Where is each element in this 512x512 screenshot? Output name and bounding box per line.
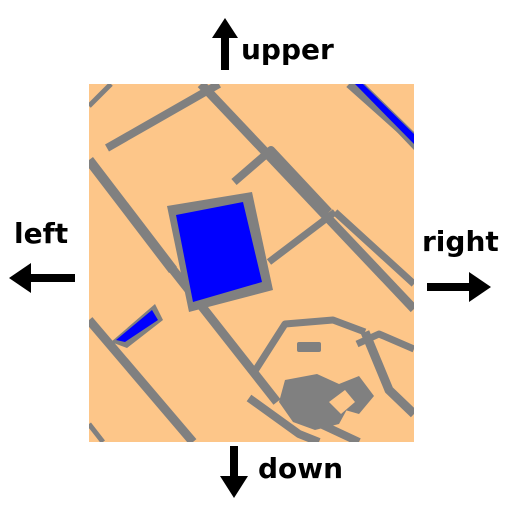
down-label: down — [258, 452, 344, 485]
right-label: right — [422, 225, 499, 258]
land-area — [329, 390, 355, 414]
road-segment — [332, 209, 414, 287]
urban-patch — [297, 342, 321, 352]
road-segment — [105, 84, 221, 152]
river-border — [351, 84, 414, 150]
road-segment — [231, 146, 332, 215]
arrow-right-icon — [427, 272, 491, 302]
road-segment — [360, 330, 414, 418]
river — [355, 84, 414, 144]
road-segment — [89, 422, 105, 442]
road-segment — [155, 249, 281, 405]
left-label: left — [14, 217, 69, 250]
road-segment — [197, 84, 414, 313]
arrow-up-icon — [212, 18, 238, 70]
road-segment — [89, 84, 113, 108]
map-tile — [89, 84, 414, 442]
urban-patch — [279, 374, 351, 430]
road-segment — [266, 209, 338, 265]
upper-label: upper — [241, 33, 334, 66]
road-segment — [89, 156, 177, 274]
lake — [176, 202, 262, 302]
road-segment — [246, 394, 321, 442]
lake — [116, 310, 158, 342]
road-segment — [89, 317, 197, 442]
arrow-down-icon — [220, 446, 248, 498]
road-segment — [250, 316, 367, 376]
arrow-left-icon — [9, 263, 75, 293]
